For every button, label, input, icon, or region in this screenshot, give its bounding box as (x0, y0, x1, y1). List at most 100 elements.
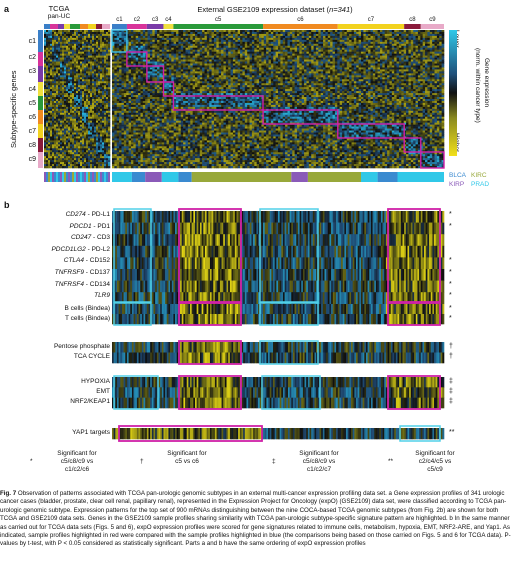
cell-mark-2: * (449, 315, 452, 322)
diagonal-box-c3 (146, 65, 165, 83)
external-cancer-type-segment-10 (377, 172, 398, 182)
significance-note-line: Significant for (167, 450, 207, 457)
yap-mark: ** (449, 429, 455, 436)
significance-note-line: Significant for (57, 450, 97, 457)
significance-note-symbol: * (30, 458, 33, 465)
tcga-cluster-bar-3 (58, 24, 64, 29)
gene-label-cd247: CD247 - CD3 (70, 234, 110, 242)
box-b-magenta-4 (387, 302, 441, 326)
box-b-magenta-8 (118, 425, 263, 442)
diagonal-box-c6 (262, 109, 339, 125)
significance-note-line: c5 vs c6 (175, 458, 199, 465)
gene-label-pdcd1: PDCD1 - PD1 (69, 222, 110, 230)
box-b-magenta-3 (178, 302, 242, 326)
column-cluster-label-c1: c1 (116, 17, 123, 23)
row-label-c6: c6 (28, 114, 36, 121)
significance-note-symbol: ** (388, 458, 394, 465)
row-color-strip-8 (38, 138, 43, 152)
significance-note-line: Significant for (299, 450, 339, 457)
box-b-cyan-7 (261, 375, 321, 410)
cell-group-heatmap (112, 304, 445, 325)
diagonal-box-c5 (172, 95, 264, 111)
box-b-cyan-1 (113, 208, 152, 303)
external-cancer-type-segment-3 (145, 172, 162, 182)
column-cluster-label-c4: c4 (165, 17, 172, 23)
box-b-cyan-8 (399, 425, 441, 442)
significance-note-line: Significant for (415, 450, 455, 457)
diagonal-box-c2 (126, 51, 148, 67)
external-cancer-type-segment-11 (397, 172, 444, 182)
box-b-magenta-6 (178, 375, 242, 410)
external-cancer-type-segment-9 (361, 172, 378, 182)
tcga-cluster-bar-2 (50, 24, 58, 29)
tcga-cluster-bar-6 (80, 24, 88, 29)
external-cancer-type-segment-5 (178, 172, 192, 182)
tcga-title: TCGA (48, 4, 70, 13)
signature-mark-2: ‡ (449, 388, 453, 395)
external-cancer-type-segment-1 (112, 172, 132, 182)
legend-kirc: KIRC (471, 172, 487, 179)
row-label-c5: c5 (28, 100, 36, 107)
gene-label-ctla4: CTLA4 - CD152 (63, 257, 110, 265)
significance-note-1: * Significant for c5/c8/c9 vs c1/c2/c6 (30, 450, 114, 474)
significance-note-line: c2/c4/c5 vs (418, 458, 452, 465)
metabolic-heatmap (112, 342, 445, 364)
figure-caption: Fig. 7 Observation of patterns associate… (0, 490, 512, 549)
external-cluster-bar-7 (337, 24, 405, 29)
signature-mark-3: ‡ (449, 398, 453, 405)
column-cluster-labels: c1 c2 c3 c4 c5 c6 c7 c8 c9 (112, 17, 444, 26)
cell-label-2: T cells (Bindea) (64, 315, 110, 322)
tcga-cluster-bar-8 (96, 24, 102, 29)
external-cancer-type-segment-6 (191, 172, 292, 182)
row-label-c8: c8 (28, 142, 36, 149)
tcga-cluster-bar-1 (44, 24, 50, 29)
external-cancer-type-segment-7 (291, 172, 308, 182)
external-cluster-bar-5 (173, 24, 264, 29)
tcga-cluster-bar-5 (70, 24, 80, 29)
panel-b-letter: b (4, 200, 10, 210)
signature-mark-1: ‡ (449, 378, 453, 385)
significance-note-4: ** Significant for c2/c4/c5 vs c5/c9 (388, 450, 472, 474)
metabolic-mark-1: † (449, 343, 453, 350)
colorbar (449, 30, 457, 156)
box-b-cyan-6 (113, 375, 159, 410)
row-color-strip-9 (38, 152, 43, 168)
significance-note-line: c5/c9 (427, 466, 443, 473)
legend-blca: BLCA (449, 172, 466, 179)
gene-label-tlr9: TLR9 (94, 292, 110, 300)
panel-a-letter: a (4, 4, 10, 14)
column-cluster-label-c2: c2 (133, 17, 141, 23)
legend-prad: PRAD (471, 181, 490, 188)
signature-heatmap (112, 377, 445, 409)
row-color-strip-4 (38, 82, 43, 96)
significance-note-line: c5/c8/c9 vs (302, 458, 336, 465)
box-b-cyan-4 (259, 302, 319, 326)
box-b-magenta-5 (178, 340, 242, 365)
significance-note-symbol: † (140, 458, 144, 465)
significance-note-2: † Significant for c5 vs c6 (140, 450, 224, 466)
external-heatmap (112, 30, 445, 169)
row-label-c9: c9 (28, 156, 36, 163)
row-label-c2: c2 (28, 54, 36, 61)
gene-label-tnfrsf9: TNFRSF9 - CD137 (54, 269, 110, 276)
significance-note-line: c1/c2/c7 (306, 466, 332, 473)
significance-note-line: c1/c2/c6 (64, 466, 90, 473)
significance-note-line: c5/c8/c9 vs (60, 458, 94, 465)
diagonal-box-c9 (420, 151, 445, 169)
gene-mark-tlr9: * (449, 292, 452, 300)
column-cluster-label-c3: c3 (151, 17, 159, 23)
yap-label: YAP1 targets (72, 429, 110, 436)
row-color-strip-7 (38, 124, 43, 138)
metabolic-label-1: Pentose phosphate (53, 343, 110, 350)
external-cluster-bar-1 (112, 24, 127, 29)
box-b-magenta-2 (387, 208, 441, 303)
diagonal-box-c1 (111, 29, 128, 53)
external-cancer-type-segment-8 (307, 172, 361, 182)
caption-label: Fig. 7 (0, 490, 17, 497)
cell-label-1: B cells (Bindea) (64, 305, 110, 312)
column-cluster-label-c5: c5 (215, 17, 222, 23)
external-cluster-bar-9 (420, 24, 444, 29)
gene-label-tnfrsf4: TNFRSF4 - CD134 (54, 280, 110, 288)
tcga-cluster-bar-7 (88, 24, 96, 29)
